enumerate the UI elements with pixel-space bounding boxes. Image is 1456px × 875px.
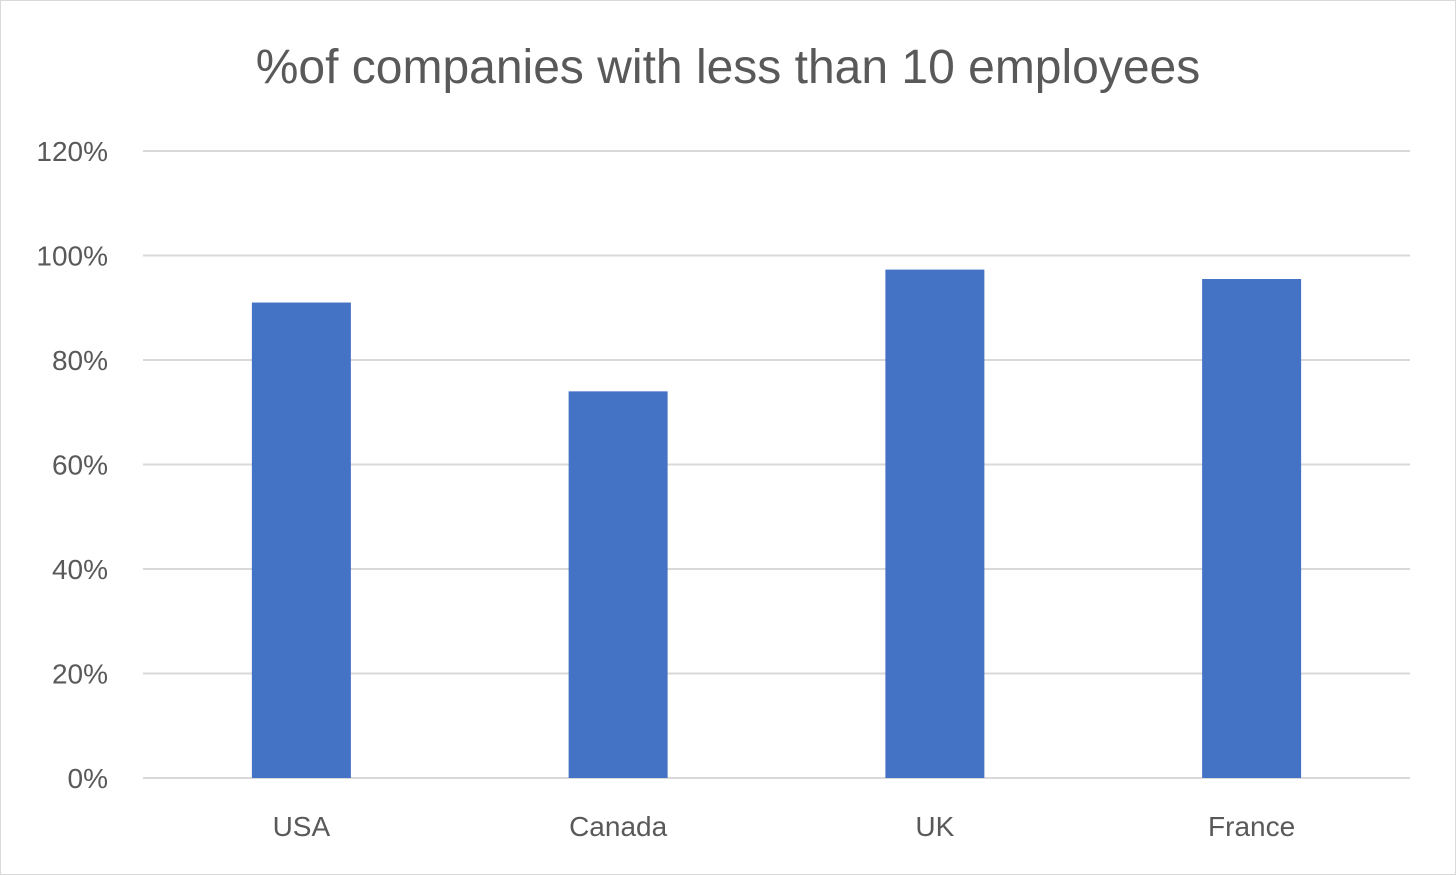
- y-tick-label: 60%: [52, 450, 108, 481]
- bar-usa: [251, 302, 351, 778]
- y-tick-label: 20%: [52, 659, 108, 690]
- y-tick-label: 80%: [52, 345, 108, 376]
- y-tick-label: 120%: [36, 136, 108, 167]
- bars: [251, 269, 1302, 778]
- gridlines: [143, 150, 1410, 779]
- x-tick-label: UK: [915, 811, 954, 842]
- y-tick-label: 0%: [68, 763, 108, 794]
- bar-canada: [568, 391, 668, 778]
- x-tick-label: USA: [273, 811, 331, 842]
- y-tick-label: 40%: [52, 554, 108, 585]
- x-tick-label: France: [1208, 811, 1295, 842]
- bar-uk: [885, 269, 985, 778]
- y-tick-label: 100%: [36, 241, 108, 272]
- x-tick-label: Canada: [569, 811, 668, 842]
- bar-france: [1202, 279, 1302, 778]
- y-axis-ticks: 0% 20% 40% 60% 80% 100% 120%: [36, 136, 108, 794]
- x-axis-ticks: USA Canada UK France: [273, 811, 1296, 842]
- chart-title: %of companies with less than 10 employee…: [255, 41, 1201, 94]
